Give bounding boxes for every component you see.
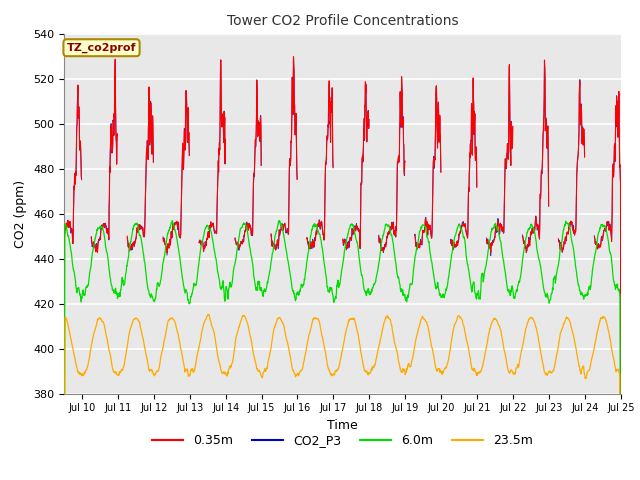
Legend: 0.35m, CO2_P3, 6.0m, 23.5m: 0.35m, CO2_P3, 6.0m, 23.5m: [147, 429, 538, 452]
X-axis label: Time: Time: [327, 419, 358, 432]
Text: TZ_co2prof: TZ_co2prof: [67, 43, 136, 53]
Title: Tower CO2 Profile Concentrations: Tower CO2 Profile Concentrations: [227, 14, 458, 28]
Y-axis label: CO2 (ppm): CO2 (ppm): [15, 180, 28, 248]
